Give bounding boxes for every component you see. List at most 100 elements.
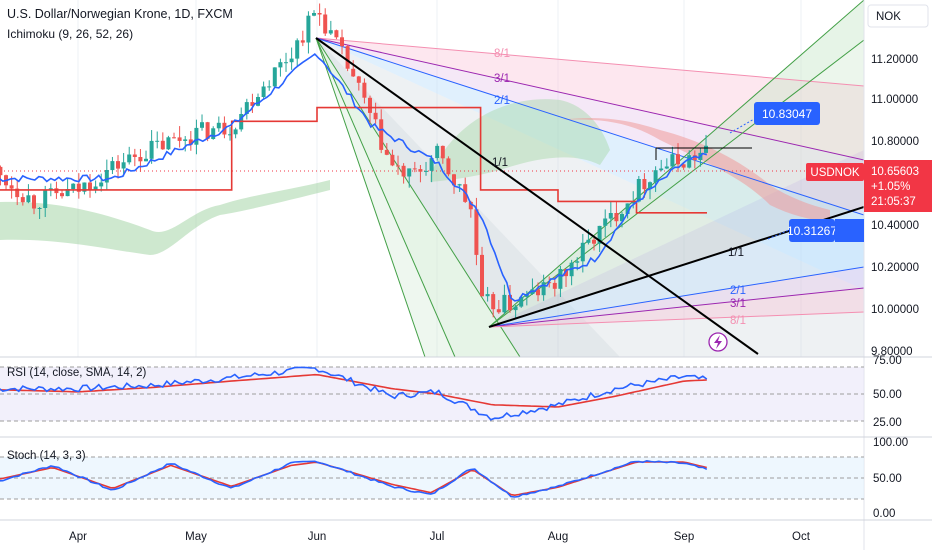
candle-body — [513, 306, 518, 311]
candle-body — [138, 157, 143, 162]
candle-body — [653, 170, 658, 183]
candle-body — [121, 162, 126, 169]
candle-body — [233, 129, 238, 135]
candle-body — [323, 14, 328, 34]
candle-body — [620, 214, 624, 222]
price-label-11-2: 11.20000 — [871, 54, 918, 66]
candle-body — [200, 122, 204, 128]
candle-body — [272, 67, 277, 87]
candle-body — [183, 139, 188, 141]
candle-body — [205, 122, 210, 139]
time-label-aug: Aug — [548, 531, 568, 543]
candle-body — [160, 140, 165, 150]
candle-body — [401, 165, 406, 177]
candle-body — [608, 213, 613, 219]
stoch-k-line — [0, 459, 708, 498]
indicator-label: Ichimoku (9, 26, 52, 26) — [7, 27, 133, 41]
price-label-10-0: 10.00000 — [871, 304, 919, 316]
candle-body — [457, 184, 462, 186]
candle-body — [132, 154, 137, 157]
candle-body — [384, 149, 389, 155]
candle-body — [575, 261, 580, 263]
lightning-icon[interactable] — [708, 332, 728, 352]
price-label-9-8: 9.80000 — [871, 346, 913, 358]
candle-body — [418, 169, 423, 172]
candle-body — [519, 296, 524, 307]
candle-body — [250, 102, 255, 106]
time-label-sep: Sep — [674, 531, 694, 543]
candle-body — [278, 62, 283, 68]
candle-body — [244, 102, 249, 114]
price-axis[interactable]: NOK 11.20000 11.00000 10.80000 10.40000 … — [806, 0, 932, 550]
ichimoku-cloud-bullish-2 — [430, 99, 610, 182]
time-label-jun: Jun — [308, 531, 327, 543]
candle-body — [93, 186, 98, 191]
candle-body — [440, 145, 445, 159]
candle-body — [328, 30, 333, 34]
candle-body — [149, 140, 154, 159]
rsi-sma-line — [0, 373, 707, 408]
candle-body — [614, 213, 619, 222]
candle-body — [390, 154, 395, 166]
chart-title: U.S. Dollar/Norwegian Krone, 1D, FXCM — [7, 7, 233, 21]
candle-body — [564, 269, 568, 277]
candle-body — [356, 76, 361, 83]
candle-body — [362, 82, 367, 98]
time-label-apr: Apr — [69, 531, 87, 543]
candle-body — [491, 294, 496, 310]
fan-label-1-1-upper: 1/1 — [492, 157, 508, 169]
candle-body — [216, 122, 221, 129]
stoch-pane[interactable]: Stoch (14, 3, 3) 100.00 50.00 0.00 — [0, 437, 908, 520]
candle-body — [295, 40, 300, 59]
candle-body — [312, 13, 316, 16]
candle-body — [267, 86, 272, 88]
time-axis[interactable]: Apr May Jun Jul Aug Sep Oct — [69, 531, 811, 543]
candle-body — [468, 201, 473, 210]
candle-body — [88, 182, 92, 191]
currency-button[interactable] — [867, 4, 929, 28]
candle-body — [300, 40, 305, 43]
fan-main-downtrend-line[interactable] — [315, 37, 759, 355]
candle-body — [99, 182, 104, 187]
candle-body — [446, 158, 451, 175]
candle-body — [592, 239, 596, 244]
rsi-level-50: 50.00 — [873, 389, 902, 401]
candle-body — [104, 170, 109, 183]
candle-body — [43, 190, 48, 208]
tenkan-sen-line — [0, 53, 708, 302]
candle-body — [412, 168, 417, 170]
fan-label-2-1-lower: 2/1 — [730, 285, 746, 297]
fan-label-1-1-lower: 1/1 — [728, 247, 744, 259]
candle-body — [692, 155, 697, 160]
stoch-level-50: 50.00 — [873, 473, 902, 485]
candle-body — [485, 294, 490, 297]
candle-body — [82, 182, 87, 192]
candle-body — [625, 203, 630, 214]
candle-body — [0, 166, 3, 176]
candle-body — [194, 127, 199, 145]
upper-fan-rays — [315, 37, 864, 357]
candle-body — [20, 197, 25, 203]
rsi-pane[interactable]: RSI (14, close, SMA, 14, 2) 75.00 50.00 … — [0, 355, 902, 429]
ichimoku-cloud-bearish — [560, 118, 830, 222]
axis-box-lower — [835, 219, 864, 242]
candle-body — [642, 179, 647, 190]
candle-body — [474, 209, 479, 255]
stoch-label: Stoch (14, 3, 3) — [7, 450, 86, 462]
candle-body — [32, 195, 36, 209]
candle-body — [228, 134, 232, 136]
annotation-box-lower[interactable]: 10.31267 — [787, 219, 837, 242]
candle-body — [676, 154, 680, 165]
candle-body — [340, 37, 344, 47]
kijun-sen-line — [0, 106, 707, 214]
candle-body — [37, 208, 42, 209]
candle-body — [580, 242, 585, 262]
main-price-pane[interactable] — [0, 0, 864, 357]
candle-body — [396, 165, 400, 167]
price-tag — [864, 160, 932, 212]
annotation-box-upper[interactable]: 10.83047 — [754, 102, 820, 125]
price-tag-countdown: 21:05:37 — [871, 196, 916, 208]
candle-body — [76, 183, 81, 192]
candle-body — [659, 168, 664, 171]
candle-body — [9, 185, 14, 189]
